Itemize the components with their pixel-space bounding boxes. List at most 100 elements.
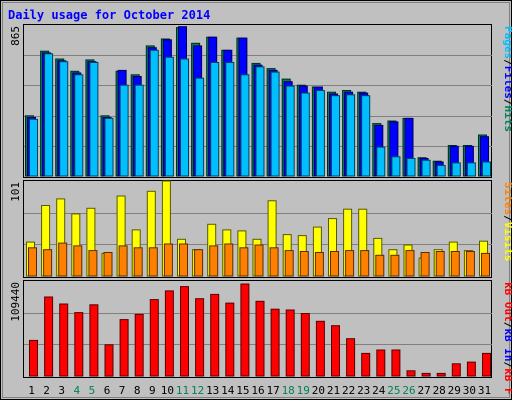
bar-pages (195, 77, 205, 177)
legend-entry: Sites (502, 182, 512, 215)
x-tick-label: 28 (433, 384, 446, 397)
panel-kb-bars (29, 283, 491, 377)
bar-kb-out (436, 372, 446, 377)
x-tick-label: 13 (206, 384, 219, 397)
bar-pages (315, 90, 325, 177)
x-tick-label: 12 (191, 384, 204, 397)
bar-pages (59, 61, 69, 177)
x-tick-label: 26 (402, 384, 415, 397)
legend-entry: kB Out (502, 282, 512, 322)
bar-kb-out (421, 372, 431, 377)
bar-pages (300, 92, 310, 177)
bar-sites (28, 247, 37, 277)
panel-visits-sites: 101 Sites/Visits (9, 180, 512, 278)
bar-pages (240, 74, 250, 177)
bar-sites (284, 250, 294, 277)
bar-pages (255, 66, 265, 177)
legend-entry: kB F (502, 368, 512, 395)
legend-text: Sites/Visits (502, 182, 512, 262)
legend-separator: / (502, 59, 512, 66)
bar-kb-out (376, 349, 386, 377)
x-tick-label: 3 (58, 384, 65, 397)
bar-pages (119, 84, 129, 177)
x-tick-label: 24 (372, 384, 386, 397)
legend-text: Pages/Files/Hits (502, 26, 512, 132)
x-tick-label: 18 (282, 384, 295, 397)
legend-entry: Hits (502, 106, 512, 133)
bar-kb-out (315, 320, 325, 377)
bar-kb-out (300, 313, 310, 377)
bar-sites (43, 249, 53, 277)
x-tick-label: 17 (266, 384, 279, 397)
bar-sites (239, 247, 249, 277)
x-tick-label: 14 (221, 384, 235, 397)
x-tick-label: 7 (119, 384, 126, 397)
x-tick-label: 4 (73, 384, 80, 397)
panel-kb-legend: kB Out/kB In/kB F (502, 282, 512, 395)
bar-sites (148, 247, 158, 277)
bar-kb-out (164, 290, 174, 377)
bar-pages (331, 95, 340, 177)
panel-hits-files-pages: 865 Pages/Files/Hits (9, 24, 512, 178)
panel-visits-bars (26, 180, 490, 277)
bar-pages (391, 156, 401, 177)
bar-pages (376, 146, 386, 177)
bar-sites (360, 250, 370, 277)
x-tick-label: 27 (417, 384, 430, 397)
bar-sites (88, 250, 98, 277)
bar-pages (466, 162, 476, 177)
bar-kb-out (285, 309, 295, 377)
bar-pages (210, 62, 220, 177)
bar-kb-out (210, 293, 220, 377)
x-axis-day-labels: 1 2 3 4 5 6 7 8 9 10 11 12 13 14 15 16 17 18 19 20 21 22 23 24 2… (28, 384, 491, 397)
panel-visits-max-label: 101 (9, 182, 22, 202)
bar-kb-out (331, 325, 340, 377)
bar-pages (270, 71, 280, 177)
legend-separator: / (502, 99, 512, 106)
x-tick-label: 2 (43, 384, 50, 397)
bar-pages (406, 158, 416, 177)
bar-pages (482, 161, 491, 177)
x-tick-label: 15 (236, 384, 249, 397)
x-tick-label: 21 (327, 384, 340, 397)
bar-pages (74, 74, 84, 177)
bar-sites (224, 243, 234, 277)
bar-pages (225, 62, 235, 177)
bar-pages (164, 56, 174, 177)
bar-kb-out (482, 352, 491, 377)
x-tick-label: 30 (463, 384, 476, 397)
bar-kb-out (195, 298, 205, 377)
bar-kb-out (149, 299, 159, 377)
bar-kb-out (89, 304, 99, 377)
bar-sites (481, 252, 490, 277)
legend-entry: Visits (502, 222, 512, 262)
legend-separator: / (502, 362, 512, 369)
legend-separator: / (502, 322, 512, 329)
bar-sites (103, 252, 113, 277)
bar-sites (163, 243, 173, 277)
bar-sites (435, 251, 445, 277)
bar-kb-out (466, 361, 476, 377)
x-tick-label: 1 (28, 384, 35, 397)
bar-sites (450, 251, 460, 277)
chart-title: Daily usage for October 2014 (8, 8, 210, 22)
legend-separator: / (502, 215, 512, 222)
bar-sites (209, 245, 219, 277)
bar-kb-out (134, 313, 144, 377)
bar-pages (436, 165, 446, 177)
legend-entry: kB In (502, 328, 512, 361)
legend-entry: Files (502, 66, 512, 99)
panel-kb: 109440 kB Out/kB In/kB F (9, 280, 512, 395)
x-tick-label: 8 (134, 384, 141, 397)
panel-kb-max-label: 109440 (9, 282, 22, 322)
bar-kb-out (44, 296, 54, 377)
bar-pages (451, 162, 461, 177)
bar-sites (73, 245, 83, 277)
bar-sites (465, 251, 475, 277)
bar-pages (285, 85, 295, 177)
bar-pages (346, 94, 356, 177)
bar-sites (345, 250, 355, 277)
bar-sites (299, 251, 309, 277)
